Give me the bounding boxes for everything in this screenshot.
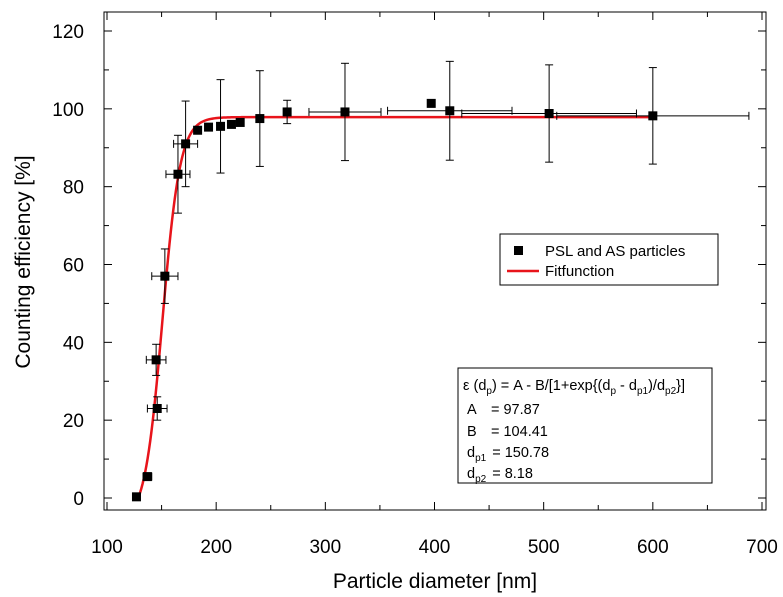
x-tick-label: 500 (528, 537, 560, 558)
x-tick-label: 100 (91, 537, 123, 558)
data-point (282, 99, 292, 125)
x-tick-label: 700 (746, 537, 778, 558)
x-tick-label: 600 (637, 537, 669, 558)
legend-label-fit: Fitfunction (545, 263, 614, 280)
data-point (145, 343, 167, 376)
data-marker (216, 121, 226, 131)
data-point (426, 98, 436, 108)
data-point (193, 125, 203, 135)
data-point (151, 248, 179, 304)
data-marker (226, 119, 236, 129)
data-points-layer (131, 60, 750, 502)
data-point (461, 64, 637, 163)
fit-param-b-label: B (467, 424, 477, 440)
fit-curve (137, 115, 653, 498)
y-axis-title: Counting efficiency [%] (12, 155, 35, 368)
data-point (255, 70, 265, 167)
data-point (146, 396, 168, 421)
data-marker (648, 111, 658, 121)
data-marker (544, 109, 554, 119)
y-tick-label: 40 (63, 333, 84, 354)
data-marker (152, 403, 162, 413)
data-point (216, 79, 226, 174)
data-point (173, 100, 199, 188)
y-tick-label: 60 (63, 256, 84, 277)
fit-box-frame (457, 367, 713, 484)
y-tick-label: 80 (63, 178, 84, 199)
data-point (131, 492, 141, 502)
fit-param-a-value: = 97.87 (491, 402, 540, 418)
legend-label-psl: PSL and AS particles (545, 243, 685, 260)
fit-param-dp1: dp1 = 150.78 (467, 445, 549, 464)
fit-formula: ε (dp) = A - B/[1+exp{(dp - dp1)/dp2}] (463, 378, 685, 397)
data-marker (445, 106, 455, 116)
data-marker (181, 139, 191, 149)
y-tick-label: 120 (52, 22, 84, 43)
fit-curve-layer (137, 115, 653, 498)
data-marker (131, 492, 141, 502)
data-point (235, 117, 245, 127)
data-marker (151, 355, 161, 365)
data-marker (204, 122, 214, 132)
data-marker (193, 125, 203, 135)
fit-param-b-value: = 104.41 (491, 424, 548, 440)
x-axis-title: Particle diameter [nm] (333, 570, 537, 593)
x-tick-label: 400 (419, 537, 451, 558)
axis-ticks (104, 12, 766, 510)
data-marker (255, 114, 265, 124)
data-point (387, 60, 513, 161)
y-tick-label: 100 (52, 100, 84, 121)
fit-param-dp2: dp2 = 8.18 (467, 466, 533, 485)
y-tick-label: 0 (73, 489, 84, 510)
data-marker (235, 117, 245, 127)
x-tick-label: 200 (200, 537, 232, 558)
data-point (142, 472, 153, 482)
data-marker (160, 271, 170, 281)
legend: PSL and AS particles Fitfunction (499, 233, 719, 286)
data-marker (426, 98, 436, 108)
y-tick-labels: 0 20 40 60 80 100 120 (52, 22, 84, 510)
data-marker (173, 169, 183, 179)
data-marker (282, 107, 292, 117)
data-point (226, 119, 236, 129)
data-marker (340, 107, 350, 117)
y-tick-label: 20 (63, 411, 84, 432)
fit-param-a-label: A (467, 402, 477, 418)
data-point (204, 122, 214, 132)
legend-marker-square (514, 246, 523, 255)
data-marker (142, 472, 152, 482)
x-tick-label: 300 (309, 537, 341, 558)
data-point (308, 62, 382, 162)
fit-parameter-box: ε (dp) = A - B/[1+exp{(dp - dp1)/dp2}] A… (457, 367, 713, 485)
legend-box (499, 233, 719, 286)
x-tick-labels: 100 200 300 400 500 600 700 (91, 537, 778, 558)
data-point (556, 67, 750, 165)
